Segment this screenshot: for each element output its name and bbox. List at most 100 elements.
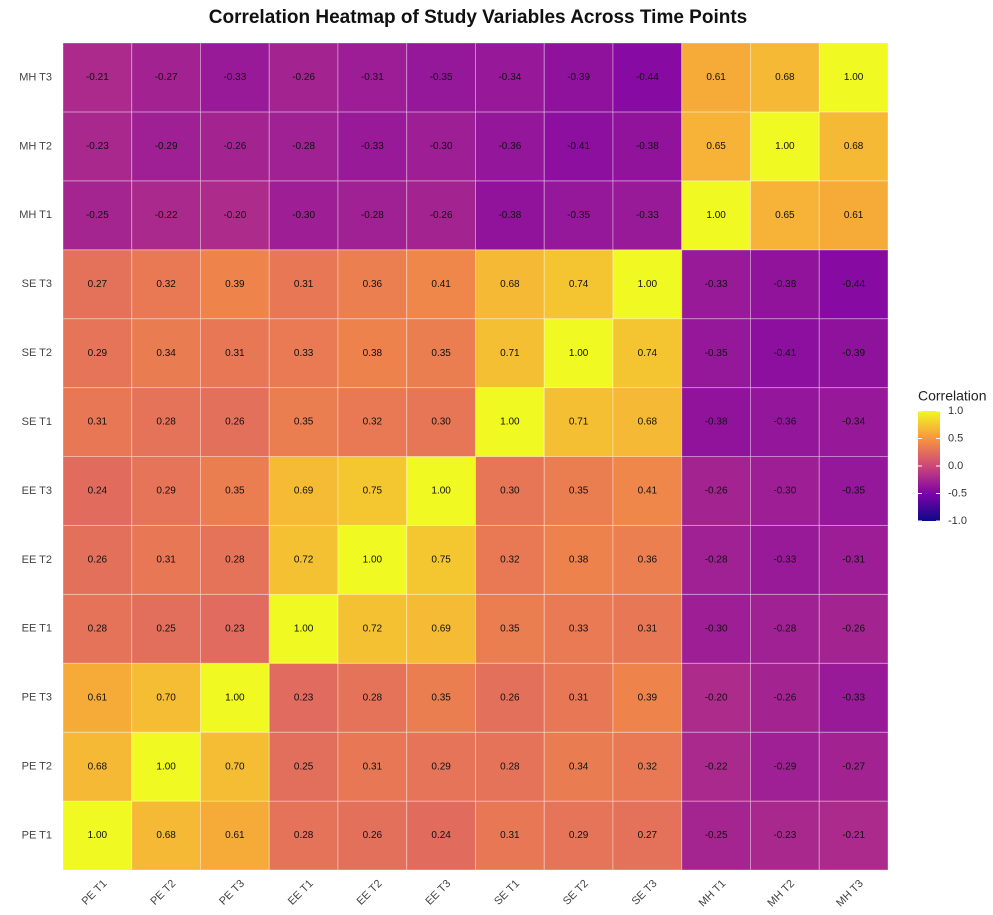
cell-label: 0.29 [88, 348, 108, 359]
cell-label: 1.00 [638, 279, 658, 290]
heatmap-cell [818, 180, 889, 251]
cell-label: 0.26 [363, 830, 383, 841]
cell-label: 1.00 [363, 555, 383, 566]
cell-label: -0.23 [86, 141, 109, 152]
cell-label: 0.29 [569, 830, 589, 841]
cell-label: 0.41 [638, 486, 658, 497]
cell-label: 0.25 [156, 623, 176, 634]
heatmap-cell [750, 387, 820, 458]
cell-label: 0.68 [156, 830, 176, 841]
heatmap-cell [681, 593, 751, 664]
cell-label: 0.68 [775, 72, 795, 83]
y-tick-label: PE T2 [22, 761, 52, 773]
heatmap-cell [475, 456, 545, 526]
x-tick-label: EE T3 [423, 878, 453, 908]
heatmap-cell [62, 662, 133, 733]
cell-label: 0.68 [844, 141, 864, 152]
cell-label: 0.25 [294, 761, 314, 772]
heatmap-cell [268, 731, 339, 802]
heatmap-cell [750, 180, 820, 251]
cell-label: 0.23 [294, 692, 314, 703]
x-tick-label: EE T1 [286, 878, 316, 908]
cell-label: -0.33 [842, 692, 865, 703]
heatmap-cell [818, 42, 889, 113]
heatmap-cell [337, 318, 408, 389]
colorbar-tick-label: -0.5 [948, 487, 967, 499]
cell-label: -0.27 [842, 761, 865, 772]
heatmap-cell [131, 593, 201, 664]
cell-label: -0.26 [705, 486, 728, 497]
heatmap-cell [681, 111, 751, 182]
heatmap-cell [543, 731, 614, 802]
heatmap-cell [62, 524, 133, 595]
cell-label: 0.72 [363, 623, 383, 634]
heatmap-cell [200, 42, 270, 113]
cell-label: -0.30 [430, 141, 453, 152]
cell-label: 0.28 [363, 692, 383, 703]
cell-label: 0.35 [225, 486, 245, 497]
heatmap-cell [62, 731, 133, 802]
cell-label: -0.26 [773, 692, 796, 703]
heatmap-cell [406, 593, 476, 664]
heatmap-cell [818, 524, 889, 595]
heatmap-cell [337, 662, 408, 733]
heatmap-cell [131, 524, 201, 595]
cell-label: -0.34 [842, 417, 865, 428]
heatmap-cell [475, 524, 545, 595]
cell-label: 0.30 [431, 417, 451, 428]
heatmap-cell [818, 593, 889, 664]
heatmap-cell [62, 593, 133, 664]
cell-label: 1.00 [225, 692, 245, 703]
cell-label: -0.21 [842, 830, 865, 841]
heatmap-cell [475, 111, 545, 182]
y-tick-label: MH T2 [19, 140, 52, 152]
heatmap-cell [200, 387, 270, 458]
cell-label: 0.71 [500, 348, 520, 359]
cell-label: -0.26 [430, 210, 453, 221]
cell-label: 1.00 [706, 210, 726, 221]
cell-label: 0.26 [225, 417, 245, 428]
cell-label: -0.23 [773, 830, 796, 841]
heatmap-cell [337, 800, 408, 871]
cell-label: -0.27 [155, 72, 178, 83]
heatmap-cell [200, 318, 270, 389]
heatmap-cell [475, 318, 545, 389]
heatmap-cell [406, 249, 476, 320]
heatmap-cell [475, 180, 545, 251]
heatmap-cell [750, 318, 820, 389]
cell-label: -0.31 [361, 72, 384, 83]
heatmap-cell [475, 387, 545, 458]
cell-label: 0.29 [431, 761, 451, 772]
heatmap-cell [131, 456, 201, 526]
cell-label: 0.34 [156, 348, 176, 359]
heatmap-cell [612, 524, 683, 595]
heatmap-cell [612, 387, 683, 458]
heatmap-cell [337, 387, 408, 458]
heatmap-cell [543, 249, 614, 320]
cell-label: 0.31 [363, 761, 383, 772]
cell-label: 0.28 [294, 830, 314, 841]
cell-label: -0.26 [223, 141, 246, 152]
heatmap-cell [406, 731, 476, 802]
cell-label: 0.61 [706, 72, 726, 83]
heatmap-cell [612, 800, 683, 871]
cell-label: 0.31 [225, 348, 245, 359]
colorbar-tick-label: 0.5 [948, 432, 963, 444]
heatmap-cell [681, 456, 751, 526]
heatmap-cell [406, 524, 476, 595]
cell-label: 0.65 [775, 210, 795, 221]
heatmap-cell [681, 662, 751, 733]
y-tick-label: PE T3 [22, 692, 52, 704]
cell-label: 0.69 [294, 486, 314, 497]
cell-label: 0.75 [363, 486, 383, 497]
heatmap-cell [750, 524, 820, 595]
cell-label: -0.44 [842, 279, 865, 290]
cell-label: -0.38 [498, 210, 521, 221]
heatmap-cell [681, 524, 751, 595]
cell-label: -0.22 [705, 761, 728, 772]
x-tick-label: PE T3 [217, 878, 247, 908]
cell-label: 0.34 [569, 761, 589, 772]
x-tick-label: MH T3 [834, 878, 866, 910]
heatmap-cell [818, 800, 889, 871]
